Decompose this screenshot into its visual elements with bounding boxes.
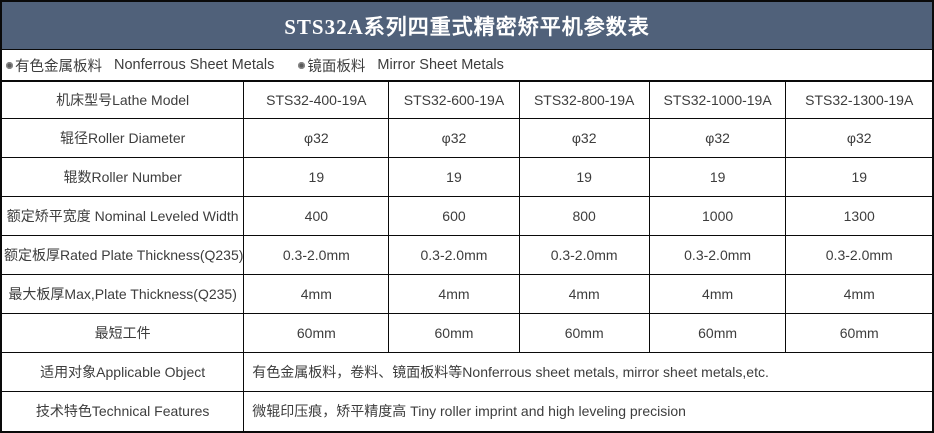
legend-label-zh: 有色金属板料 (15, 58, 102, 75)
param-value-cell: φ32 (243, 118, 390, 158)
param-value-cell: 800 (518, 196, 650, 236)
param-value-cell: 19 (388, 157, 520, 197)
param-value-cell: 60mm (243, 313, 390, 353)
param-value-cell: 60mm (648, 313, 787, 353)
param-value-cell: 0.3-2.0mm (518, 235, 650, 275)
spec-table: 机床型号Lathe Model STS32-400-19A STS32-600-… (2, 81, 932, 431)
param-value-cell: 19 (648, 157, 787, 197)
param-value-cell: 4mm (518, 274, 650, 314)
param-value-cell: 19 (518, 157, 650, 197)
param-value-cell: 0.3-2.0mm (243, 235, 390, 275)
table-row: 额定板厚Rated Plate Thickness(Q235) 0.3-2.0m… (2, 235, 932, 275)
param-value-cell: φ32 (785, 118, 932, 158)
param-value-cell: 4mm (648, 274, 787, 314)
table-row: 最大板厚Max,Plate Thickness(Q235) 4mm 4mm 4m… (2, 274, 932, 314)
param-value-cell: 60mm (388, 313, 520, 353)
param-merged-value: 微辊印压痕，矫平精度高 Tiny roller imprint and high… (243, 391, 932, 431)
param-value-cell: 0.3-2.0mm (785, 235, 932, 275)
param-value-cell: STS32-400-19A (243, 81, 390, 119)
param-value-cell: 4mm (785, 274, 932, 314)
dot-icon (6, 61, 13, 69)
param-value-cell: 60mm (785, 313, 932, 353)
param-label-rated-thickness: 额定板厚Rated Plate Thickness(Q235) (2, 235, 245, 275)
param-label-applicable-object: 适用对象Applicable Object (2, 352, 245, 392)
table-row: 机床型号Lathe Model STS32-400-19A STS32-600-… (2, 81, 932, 119)
param-value-cell: 600 (388, 196, 520, 236)
param-value-cell: 0.3-2.0mm (648, 235, 787, 275)
dot-icon (298, 61, 306, 69)
param-value-cell: 400 (243, 196, 390, 236)
param-value-cell: STS32-1000-19A (648, 81, 787, 119)
param-value-cell: 1300 (785, 196, 932, 236)
param-label-lathe-model: 机床型号Lathe Model (2, 81, 245, 119)
legend-label-en: Mirror Sheet Metals (377, 57, 504, 73)
table-row: 辊数Roller Number 19 19 19 19 19 (2, 157, 932, 197)
table-row: 额定矫平宽度 Nominal Leveled Width 400 600 800… (2, 196, 932, 236)
param-value-cell: 19 (243, 157, 390, 197)
param-label-roller-number: 辊数Roller Number (2, 157, 245, 197)
param-merged-value: 有色金属板料，卷料、镜面板料等Nonferrous sheet metals, … (243, 352, 932, 392)
param-value-cell: 1000 (648, 196, 787, 236)
param-value-cell: STS32-1300-19A (785, 81, 932, 119)
legend-item-nonferrous: 有色金属板料 Nonferrous Sheet Metals (6, 55, 274, 76)
title-bar: STS32A系列四重式精密矫平机参数表 (2, 2, 932, 50)
param-label-technical-features: 技术特色Technical Features (2, 391, 245, 431)
param-value-cell: 19 (785, 157, 932, 197)
param-value-cell: 4mm (388, 274, 520, 314)
param-label-roller-diameter: 辊径Roller Diameter (2, 118, 245, 158)
param-value-cell: φ32 (648, 118, 787, 158)
param-value-cell: STS32-800-19A (518, 81, 650, 119)
param-value-cell: 60mm (518, 313, 650, 353)
param-label-shortest-workpiece: 最短工件 (2, 313, 245, 353)
param-value-cell: STS32-600-19A (388, 81, 520, 119)
table-row: 最短工件 60mm 60mm 60mm 60mm 60mm (2, 313, 932, 353)
param-label-max-thickness: 最大板厚Max,Plate Thickness(Q235) (2, 274, 245, 314)
legend-label-en: Nonferrous Sheet Metals (114, 57, 275, 73)
material-legend: 有色金属板料 Nonferrous Sheet Metals 镜面板料 Mirr… (2, 50, 932, 81)
param-value-cell: φ32 (388, 118, 520, 158)
table-row: 技术特色Technical Features 微辊印压痕，矫平精度高 Tiny … (2, 391, 932, 431)
page-title: STS32A系列四重式精密矫平机参数表 (284, 14, 650, 39)
param-value-cell: 4mm (243, 274, 390, 314)
param-value-cell: 0.3-2.0mm (388, 235, 520, 275)
table-row: 适用对象Applicable Object 有色金属板料，卷料、镜面板料等Non… (2, 352, 932, 392)
legend-item-mirror: 镜面板料 Mirror Sheet Metals (298, 55, 504, 76)
param-value-cell: φ32 (518, 118, 650, 158)
param-label-leveled-width: 额定矫平宽度 Nominal Leveled Width (2, 196, 245, 236)
table-row: 辊径Roller Diameter φ32 φ32 φ32 φ32 φ32 (2, 118, 932, 158)
legend-label-zh: 镜面板料 (307, 58, 366, 75)
